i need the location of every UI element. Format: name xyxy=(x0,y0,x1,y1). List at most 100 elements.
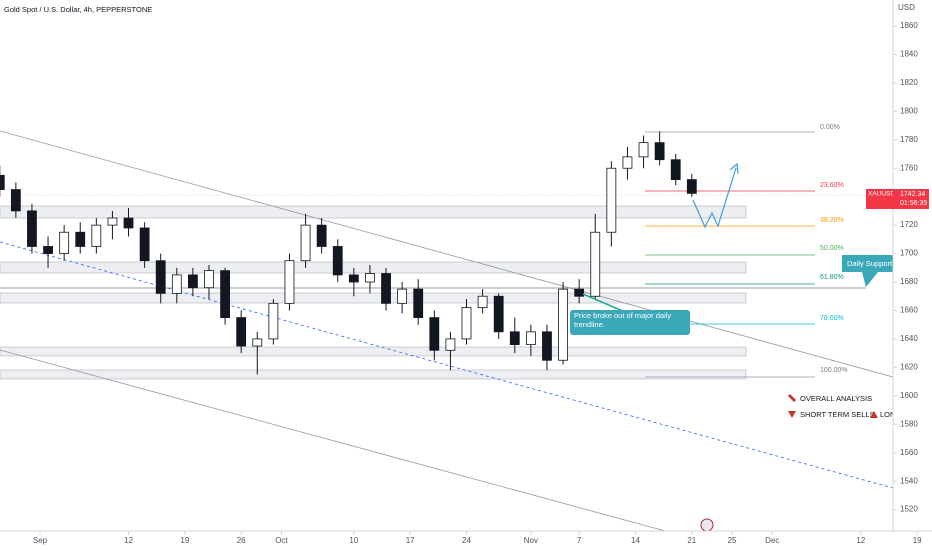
candle-body xyxy=(220,270,230,318)
candle-body xyxy=(525,331,536,346)
zone xyxy=(0,346,747,357)
price-tag xyxy=(893,189,929,209)
candle-body xyxy=(670,159,681,181)
y-tick-label: 1540 xyxy=(900,476,918,485)
x-tick-label: 26 xyxy=(237,536,246,545)
candle-body xyxy=(43,246,53,254)
candle-body xyxy=(27,210,37,247)
event-flag xyxy=(700,518,714,532)
callout-text: Daily Support xyxy=(847,259,893,268)
legend-icon xyxy=(870,411,878,418)
candle-body xyxy=(204,270,214,289)
candle-body xyxy=(155,260,166,294)
zone xyxy=(0,205,747,219)
candle-body xyxy=(10,189,21,212)
candle-body xyxy=(75,231,86,247)
candle-body xyxy=(59,231,70,254)
x-axis-bg xyxy=(0,531,932,550)
y-tick-label: 1760 xyxy=(900,163,918,172)
zone xyxy=(0,261,747,274)
x-tick-label: 19 xyxy=(180,536,189,545)
candle-body xyxy=(542,331,552,361)
callout-pointer xyxy=(582,293,626,313)
candles xyxy=(0,131,697,375)
callout-box xyxy=(842,255,893,287)
x-tick-label: 12 xyxy=(124,536,133,545)
candle-body xyxy=(654,142,665,161)
y-tick-label: 1620 xyxy=(900,362,918,371)
trendline xyxy=(0,349,681,536)
x-tick-label: Sep xyxy=(33,536,48,545)
y-tick-label: 1860 xyxy=(900,21,918,30)
x-tick-label: Nov xyxy=(524,536,538,545)
candle-body xyxy=(107,217,118,226)
candle-body xyxy=(574,288,585,297)
x-tick-label: Oct xyxy=(275,536,288,545)
candle-body xyxy=(348,274,359,283)
candle-body xyxy=(413,288,424,318)
candle-body xyxy=(365,273,375,283)
candle-body xyxy=(622,156,633,169)
y-tick-label: 1800 xyxy=(900,106,918,115)
callout-box xyxy=(570,310,690,335)
legend-text: LONG xyxy=(880,410,901,419)
fib-label: 0.00% xyxy=(820,124,840,131)
candle-body xyxy=(139,227,150,262)
legend-text: SHORT TERM SELLS, xyxy=(800,410,877,419)
candle-body xyxy=(397,288,408,304)
fib-label: 23.60% xyxy=(820,182,844,189)
trendline-dashed xyxy=(0,241,894,489)
candle-body xyxy=(381,273,391,304)
x-tick-label: 10 xyxy=(349,536,358,545)
y-tick-label: 1820 xyxy=(900,78,918,87)
projection-arrow xyxy=(692,167,737,229)
candle-body xyxy=(606,167,617,233)
candle-body xyxy=(477,295,488,309)
callout: Price broke out of major daily trendline… xyxy=(574,311,672,329)
fib-label: 50.00% xyxy=(820,245,844,252)
chart-title: Gold Spot / U.S. Dollar, 4h, PEPPERSTONE xyxy=(4,5,152,14)
y-tick-label: 1660 xyxy=(900,306,918,315)
candle-body xyxy=(558,288,568,361)
candle-body xyxy=(461,307,472,340)
plot-area: 0.00% 23.60% 38.20% 50.00% 61.80% 78.60%… xyxy=(0,5,901,536)
trendline xyxy=(0,130,894,378)
x-tick-label: 14 xyxy=(631,536,640,545)
legend-icon xyxy=(788,394,796,402)
x-tick-label: 19 xyxy=(913,536,922,545)
candle-body xyxy=(509,331,520,346)
zone xyxy=(0,369,747,380)
fib-label: 78.60% xyxy=(820,315,844,322)
zone xyxy=(0,292,747,304)
candle-body xyxy=(268,302,279,340)
y-tick-label: 1600 xyxy=(900,391,918,400)
candle-body xyxy=(332,246,343,276)
candle-body xyxy=(590,231,601,297)
candle-body xyxy=(686,179,697,194)
y-tick-label: 1780 xyxy=(900,135,918,144)
symbol-tag xyxy=(866,189,893,209)
fib-label: 100.00% xyxy=(820,367,848,374)
last-price: 1742.34 xyxy=(900,191,925,198)
y-tick-label: 1560 xyxy=(900,448,918,457)
callout-text: Price broke out of major daily trendline… xyxy=(574,311,672,329)
x-tick-label: 21 xyxy=(687,536,696,545)
candle-body xyxy=(429,317,440,351)
fib xyxy=(645,131,815,378)
legend-icon xyxy=(788,411,796,418)
y-tick-label: 1520 xyxy=(900,505,918,514)
y-tick-label: 1700 xyxy=(900,249,918,258)
y-axis-label: USD xyxy=(898,3,915,12)
arrow-head xyxy=(729,162,739,175)
x-tick-label: 24 xyxy=(462,536,471,545)
y-tick-label: 1840 xyxy=(900,50,918,59)
candle-body xyxy=(123,217,134,229)
zones xyxy=(0,205,747,380)
x-tick-label: Dec xyxy=(765,536,779,545)
candle-body xyxy=(236,317,247,347)
candle-body xyxy=(300,224,311,262)
candle-body xyxy=(187,274,198,289)
candle-body xyxy=(171,274,182,294)
